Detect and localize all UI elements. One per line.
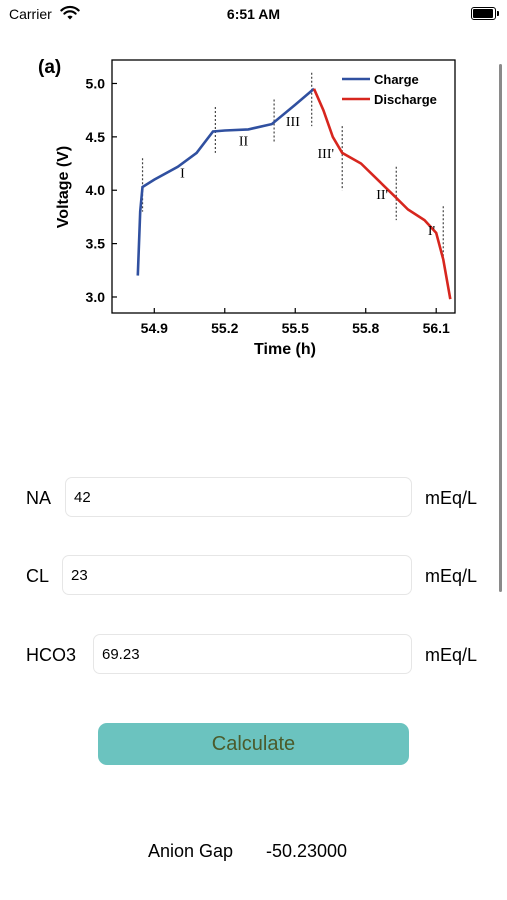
y-tick-label: 5.0 <box>86 75 106 91</box>
na-input[interactable]: 42 <box>65 477 412 517</box>
x-axis-label: Time (h) <box>254 341 316 358</box>
cl-input[interactable]: 23 <box>62 555 412 595</box>
cl-unit: mEq/L <box>425 566 478 586</box>
x-tick-label: 56.1 <box>423 320 450 336</box>
na-label: NA <box>26 488 52 508</box>
y-axis-label: Voltage (V) <box>55 146 72 228</box>
x-tick-label: 55.8 <box>352 320 379 336</box>
charge-series-line <box>136 87 315 276</box>
stage-label: III' <box>318 147 335 162</box>
na-unit: mEq/L <box>425 488 478 508</box>
x-tick-label: 54.9 <box>141 320 168 336</box>
anion-gap-value: -50.23000 <box>266 841 348 861</box>
voltage-chart-image: (a) Voltage (V) Time (h) 3.0 3.5 4.0 4.5 5.0… <box>38 57 456 358</box>
calculate-button[interactable]: Calculate <box>98 723 409 765</box>
y-tick-label: 4.0 <box>86 182 106 198</box>
hco3-input[interactable]: 69.23 <box>93 634 412 674</box>
scroll-indicator[interactable] <box>499 64 502 592</box>
legend-charge-label: Charge <box>374 72 419 87</box>
plot-frame <box>111 59 456 314</box>
cl-label: CL <box>26 566 50 586</box>
y-tick-label: 4.5 <box>86 129 106 145</box>
clock: 6:51 AM <box>226 6 281 22</box>
stage-label: III <box>286 115 300 130</box>
x-tick-label: 55.2 <box>211 320 238 336</box>
hco3-label: HCO3 <box>26 645 77 665</box>
x-tick-labels: 54.9 55.2 55.5 55.8 56.1 <box>141 308 450 336</box>
stage-label: II <box>239 134 249 149</box>
carrier-label: Carrier <box>9 6 52 22</box>
panel-label: (a) <box>38 57 61 78</box>
stage-label: I <box>180 166 185 181</box>
y-tick-labels: 3.0 3.5 4.0 4.5 5.0 <box>86 75 117 305</box>
wifi-icon <box>60 5 80 20</box>
stage-label: II' <box>376 188 388 203</box>
legend-discharge-label: Discharge <box>374 92 437 107</box>
battery-icon <box>471 7 499 20</box>
stage-label: I' <box>428 224 435 239</box>
status-bar: Carrier 6:51 AM <box>0 0 507 30</box>
anion-gap-label: Anion Gap <box>148 841 234 861</box>
discharge-series-line <box>312 88 452 300</box>
x-tick-label: 55.5 <box>282 320 309 336</box>
y-tick-label: 3.0 <box>86 289 106 305</box>
hco3-unit: mEq/L <box>425 645 478 665</box>
y-tick-label: 3.5 <box>86 236 106 252</box>
